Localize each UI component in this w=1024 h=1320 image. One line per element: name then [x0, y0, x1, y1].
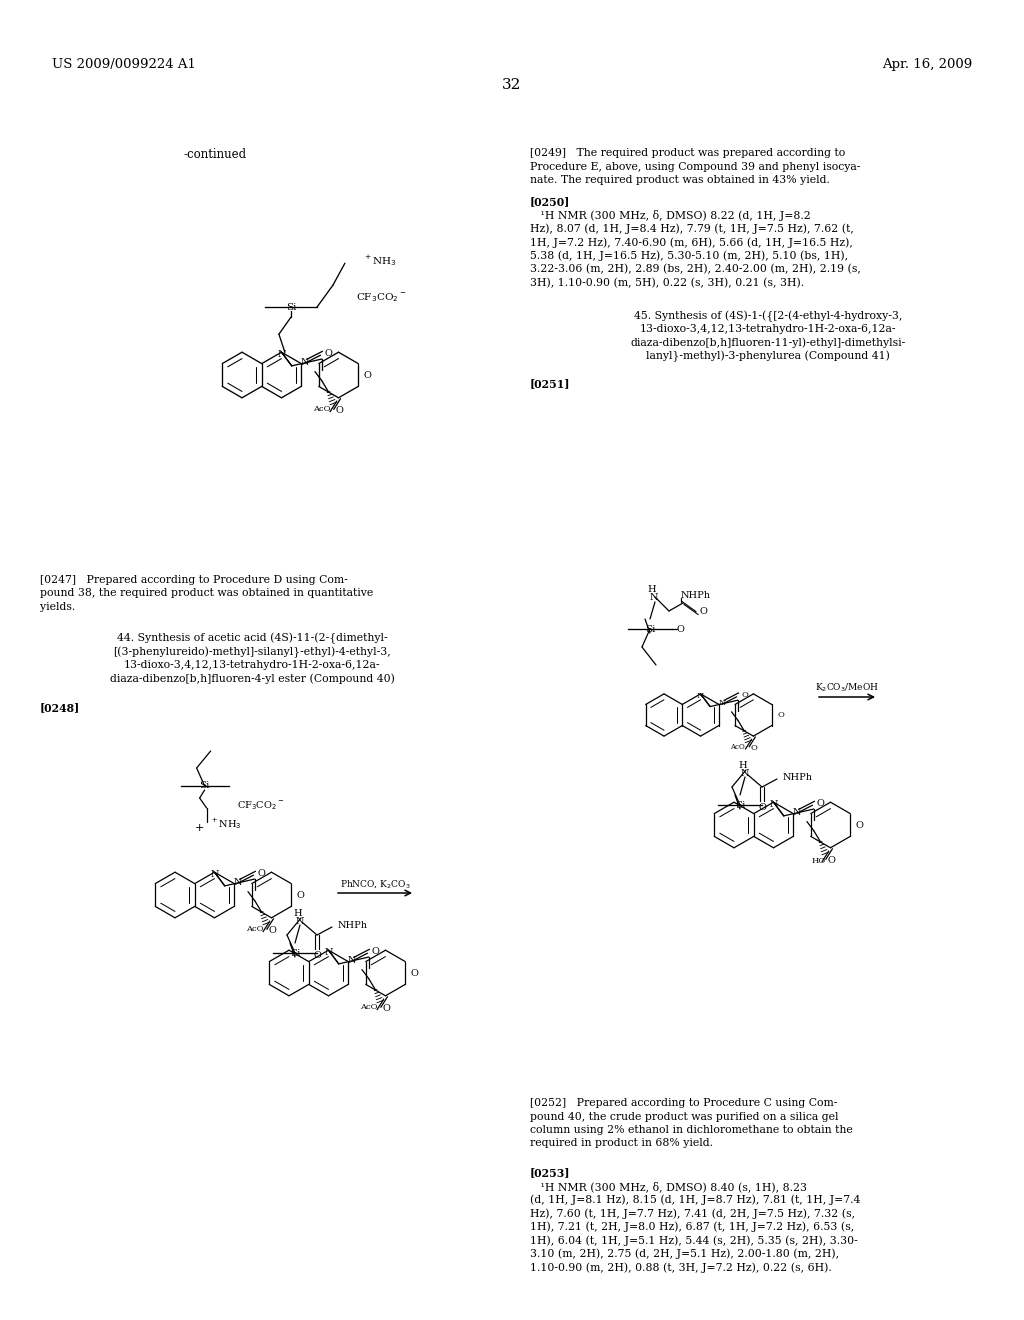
Text: N: N — [233, 878, 242, 887]
Text: N: N — [210, 870, 219, 879]
Text: O: O — [313, 952, 321, 961]
Text: [0248]: [0248] — [40, 702, 80, 714]
Text: NHPh: NHPh — [681, 590, 711, 599]
Text: AcO: AcO — [730, 743, 745, 751]
Text: N: N — [650, 593, 658, 602]
Text: H: H — [294, 908, 302, 917]
Text: NHPh: NHPh — [783, 772, 813, 781]
Text: column using 2% ethanol in dichloromethane to obtain the: column using 2% ethanol in dichlorometha… — [530, 1125, 853, 1135]
Text: O: O — [372, 946, 379, 956]
Text: diaza-dibenzo[b,h]fluoren-4-yl ester (Compound 40): diaza-dibenzo[b,h]fluoren-4-yl ester (Co… — [110, 673, 394, 684]
Text: required in product in 68% yield.: required in product in 68% yield. — [530, 1138, 713, 1148]
Text: O: O — [751, 743, 758, 751]
Text: 13-dioxo-3,4,12,13-tetrahydro-1H-2-oxa-6,12a-: 13-dioxo-3,4,12,13-tetrahydro-1H-2-oxa-6… — [124, 660, 380, 671]
Text: Si: Si — [290, 949, 300, 957]
Text: N: N — [793, 808, 801, 817]
Text: N: N — [296, 916, 304, 925]
Text: ¹H NMR (300 MHz, δ, DMSO) 8.40 (s, 1H), 8.23: ¹H NMR (300 MHz, δ, DMSO) 8.40 (s, 1H), … — [530, 1181, 807, 1192]
Text: N: N — [719, 700, 726, 708]
Text: O: O — [382, 1003, 390, 1012]
Text: $^+$NH$_3$: $^+$NH$_3$ — [362, 252, 396, 268]
Text: Apr. 16, 2009: Apr. 16, 2009 — [882, 58, 972, 71]
Text: O: O — [411, 969, 418, 978]
Text: lanyl}-methyl)-3-phenylurea (Compound 41): lanyl}-methyl)-3-phenylurea (Compound 41… — [646, 351, 890, 363]
Text: Hz), 7.60 (t, 1H, J=7.7 Hz), 7.41 (d, 2H, J=7.5 Hz), 7.32 (s,: Hz), 7.60 (t, 1H, J=7.7 Hz), 7.41 (d, 2H… — [530, 1208, 855, 1218]
Text: Hz), 8.07 (d, 1H, J=8.4 Hz), 7.79 (t, 1H, J=7.5 Hz), 7.62 (t,: Hz), 8.07 (d, 1H, J=8.4 Hz), 7.79 (t, 1H… — [530, 223, 854, 234]
Text: Si: Si — [200, 781, 210, 791]
Text: pound 40, the crude product was purified on a silica gel: pound 40, the crude product was purified… — [530, 1111, 839, 1122]
Text: O: O — [741, 690, 748, 698]
Text: O: O — [257, 869, 265, 878]
Text: [0249]   The required product was prepared according to: [0249] The required product was prepared… — [530, 148, 845, 158]
Text: 1H), 7.21 (t, 2H, J=8.0 Hz), 6.87 (t, 1H, J=7.2 Hz), 6.53 (s,: 1H), 7.21 (t, 2H, J=8.0 Hz), 6.87 (t, 1H… — [530, 1221, 854, 1232]
Text: N: N — [740, 768, 750, 777]
Text: CF$_3$CO$_2$$^-$: CF$_3$CO$_2$$^-$ — [237, 800, 285, 812]
Text: AcO: AcO — [246, 925, 263, 933]
Text: 3.10 (m, 2H), 2.75 (d, 2H, J=5.1 Hz), 2.00-1.80 (m, 2H),: 3.10 (m, 2H), 2.75 (d, 2H, J=5.1 Hz), 2.… — [530, 1249, 839, 1259]
Text: O: O — [855, 821, 863, 829]
Text: Si: Si — [735, 800, 745, 809]
Text: [0251]: [0251] — [530, 378, 570, 389]
Text: 1H), 6.04 (t, 1H, J=5.1 Hz), 5.44 (s, 2H), 5.35 (s, 2H), 3.30-: 1H), 6.04 (t, 1H, J=5.1 Hz), 5.44 (s, 2H… — [530, 1236, 858, 1246]
Text: O: O — [364, 371, 371, 380]
Text: (d, 1H, J=8.1 Hz), 8.15 (d, 1H, J=8.7 Hz), 7.81 (t, 1H, J=7.4: (d, 1H, J=8.1 Hz), 8.15 (d, 1H, J=8.7 Hz… — [530, 1195, 860, 1205]
Text: AcO: AcO — [360, 1003, 378, 1011]
Text: O: O — [325, 348, 332, 358]
Text: N: N — [697, 692, 705, 700]
Text: N: N — [278, 350, 286, 359]
Text: O: O — [676, 624, 684, 634]
Text: US 2009/0099224 A1: US 2009/0099224 A1 — [52, 58, 196, 71]
Text: O: O — [296, 891, 304, 899]
Text: H: H — [738, 760, 748, 770]
Text: [0252]   Prepared according to Procedure C using Com-: [0252] Prepared according to Procedure C… — [530, 1098, 838, 1107]
Text: $^+$NH$_3$: $^+$NH$_3$ — [210, 817, 242, 832]
Text: PhNCO, K$_2$CO$_3$: PhNCO, K$_2$CO$_3$ — [340, 878, 411, 890]
Text: 3.22-3.06 (m, 2H), 2.89 (bs, 2H), 2.40-2.00 (m, 2H), 2.19 (s,: 3.22-3.06 (m, 2H), 2.89 (bs, 2H), 2.40-2… — [530, 264, 861, 275]
Text: K$_2$CO$_3$/MeOH: K$_2$CO$_3$/MeOH — [815, 681, 879, 694]
Text: H: H — [648, 585, 656, 594]
Text: O: O — [758, 804, 766, 813]
Text: Procedure E, above, using Compound 39 and phenyl isocya-: Procedure E, above, using Compound 39 an… — [530, 161, 860, 172]
Text: [(3-phenylureido)-methyl]-silanyl}-ethyl)-4-ethyl-3,: [(3-phenylureido)-methyl]-silanyl}-ethyl… — [113, 647, 391, 657]
Text: diaza-dibenzo[b,h]fluoren-11-yl)-ethyl]-dimethylsi-: diaza-dibenzo[b,h]fluoren-11-yl)-ethyl]-… — [631, 338, 905, 348]
Text: N: N — [300, 358, 309, 367]
Text: N: N — [347, 956, 356, 965]
Text: CF$_3$CO$_2$$^-$: CF$_3$CO$_2$$^-$ — [356, 290, 407, 304]
Text: N: N — [325, 948, 333, 957]
Text: N: N — [769, 800, 778, 809]
Text: 1H, J=7.2 Hz), 7.40-6.90 (m, 6H), 5.66 (d, 1H, J=16.5 Hz),: 1H, J=7.2 Hz), 7.40-6.90 (m, 6H), 5.66 (… — [530, 238, 853, 248]
Text: pound 38, the required product was obtained in quantitative: pound 38, the required product was obtai… — [40, 589, 374, 598]
Text: O: O — [699, 606, 707, 615]
Text: O: O — [777, 711, 784, 719]
Text: yields.: yields. — [40, 602, 75, 612]
Text: O: O — [268, 925, 276, 935]
Text: 44. Synthesis of acetic acid (4S)-11-(2-{dimethyl-: 44. Synthesis of acetic acid (4S)-11-(2-… — [117, 634, 387, 644]
Text: nate. The required product was obtained in 43% yield.: nate. The required product was obtained … — [530, 176, 829, 185]
Text: NHPh: NHPh — [338, 920, 368, 929]
Text: 13-dioxo-3,4,12,13-tetrahydro-1H-2-oxa-6,12a-: 13-dioxo-3,4,12,13-tetrahydro-1H-2-oxa-6… — [640, 323, 896, 334]
Text: -continued: -continued — [183, 148, 246, 161]
Text: Si: Si — [286, 302, 296, 312]
Text: ¹H NMR (300 MHz, δ, DMSO) 8.22 (d, 1H, J=8.2: ¹H NMR (300 MHz, δ, DMSO) 8.22 (d, 1H, J… — [530, 210, 811, 220]
Text: 3H), 1.10-0.90 (m, 5H), 0.22 (s, 3H), 0.21 (s, 3H).: 3H), 1.10-0.90 (m, 5H), 0.22 (s, 3H), 0.… — [530, 277, 804, 288]
Text: 32: 32 — [503, 78, 521, 92]
Text: AcO: AcO — [313, 405, 331, 413]
Text: O: O — [816, 799, 824, 808]
Text: [0253]: [0253] — [530, 1167, 570, 1179]
Text: O: O — [827, 855, 835, 865]
Text: O: O — [335, 405, 343, 414]
Text: [0250]: [0250] — [530, 197, 570, 207]
Text: +: + — [195, 822, 205, 833]
Text: 5.38 (d, 1H, J=16.5 Hz), 5.30-5.10 (m, 2H), 5.10 (bs, 1H),: 5.38 (d, 1H, J=16.5 Hz), 5.30-5.10 (m, 2… — [530, 251, 848, 261]
Text: Si: Si — [645, 624, 655, 634]
Text: HO: HO — [811, 858, 825, 866]
Text: 45. Synthesis of (4S)-1-({[2-(4-ethyl-4-hydroxy-3,: 45. Synthesis of (4S)-1-({[2-(4-ethyl-4-… — [634, 310, 902, 322]
Text: [0247]   Prepared according to Procedure D using Com-: [0247] Prepared according to Procedure D… — [40, 576, 348, 585]
Text: 1.10-0.90 (m, 2H), 0.88 (t, 3H, J=7.2 Hz), 0.22 (s, 6H).: 1.10-0.90 (m, 2H), 0.88 (t, 3H, J=7.2 Hz… — [530, 1262, 831, 1272]
